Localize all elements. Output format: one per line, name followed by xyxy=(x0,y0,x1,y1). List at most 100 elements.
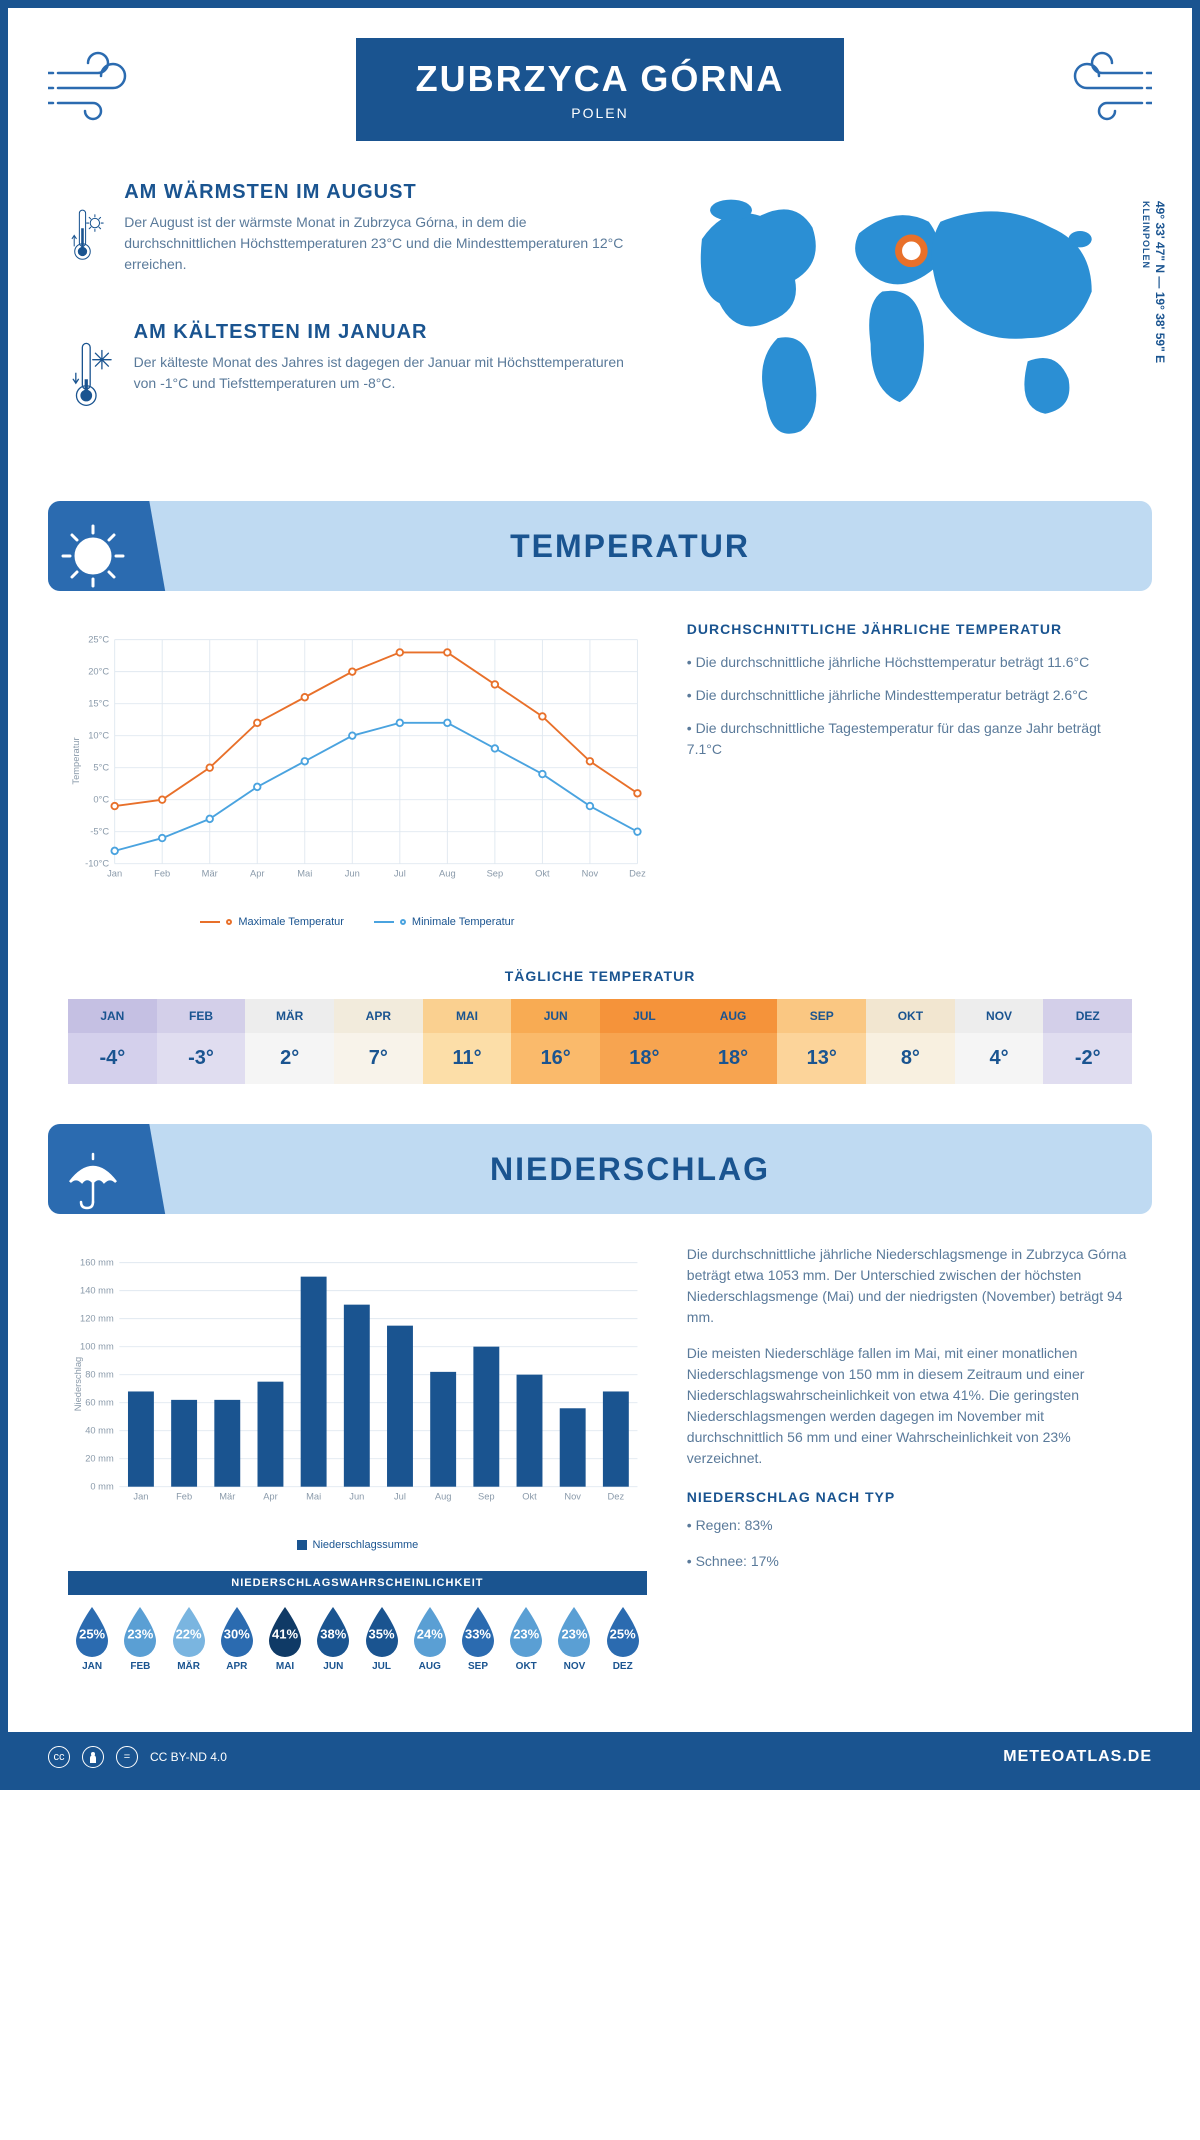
precip-snow: • Schnee: 17% xyxy=(687,1551,1132,1572)
svg-text:140 mm: 140 mm xyxy=(80,1285,114,1295)
svg-text:25°C: 25°C xyxy=(88,634,109,644)
month-cell: DEZ -2° xyxy=(1043,999,1132,1084)
drop-cell: 33% SEP xyxy=(454,1605,502,1672)
drop-cell: 23% NOV xyxy=(550,1605,598,1672)
line-chart-wrap: -10°C-5°C0°C5°C10°C15°C20°C25°CJanFebMär… xyxy=(68,621,647,928)
svg-text:20 mm: 20 mm xyxy=(85,1453,114,1463)
svg-text:Temperatur: Temperatur xyxy=(71,737,81,784)
svg-text:Jun: Jun xyxy=(349,1492,364,1502)
svg-text:Aug: Aug xyxy=(435,1492,452,1502)
location-country: POLEN xyxy=(416,105,785,121)
month-cell: JUN 16° xyxy=(511,999,600,1084)
thermometer-hot-icon xyxy=(68,181,104,291)
svg-text:Dez: Dez xyxy=(629,869,646,879)
svg-text:Feb: Feb xyxy=(154,869,170,879)
svg-text:Jan: Jan xyxy=(107,869,122,879)
temperature-content: -10°C-5°C0°C5°C10°C15°C20°C25°CJanFebMär… xyxy=(8,591,1192,958)
umbrella-icon xyxy=(48,1124,170,1214)
svg-text:20°C: 20°C xyxy=(88,666,109,676)
coldest-title: AM KÄLTESTEN IM JANUAR xyxy=(134,321,627,344)
by-icon xyxy=(82,1746,104,1768)
month-cell: OKT 8° xyxy=(866,999,955,1084)
svg-text:80 mm: 80 mm xyxy=(85,1369,114,1379)
precipitation-title: NIEDERSCHLAG xyxy=(108,1151,1152,1188)
svg-text:Sep: Sep xyxy=(478,1492,495,1502)
svg-text:Feb: Feb xyxy=(176,1492,192,1502)
precipitation-probability: NIEDERSCHLAGSWAHRSCHEINLICHKEIT 25% JAN … xyxy=(68,1571,647,1682)
drop-cell: 23% OKT xyxy=(502,1605,550,1672)
svg-text:Nov: Nov xyxy=(582,869,599,879)
drop-cell: 25% DEZ xyxy=(599,1605,647,1672)
svg-text:100 mm: 100 mm xyxy=(80,1341,114,1351)
drop-cell: 35% JUL xyxy=(357,1605,405,1672)
svg-text:Jul: Jul xyxy=(394,1492,406,1502)
bar-chart-wrap: 0 mm 20 mm 40 mm 60 mm 80 mm 100 mm 120 mm 140 … xyxy=(68,1244,647,1682)
temperature-section-header: TEMPERATUR xyxy=(48,501,1152,591)
temp-bullet: • Die durchschnittliche Tagestemperatur … xyxy=(687,718,1132,760)
precipitation-info: Die durchschnittliche jährliche Niedersc… xyxy=(687,1244,1132,1682)
page-container: ZUBRZYCA GÓRNA POLEN xyxy=(0,0,1200,1790)
warmest-title: AM WÄRMSTEN IM AUGUST xyxy=(124,181,626,204)
precip-prob-title: NIEDERSCHLAGSWAHRSCHEINLICHKEIT xyxy=(68,1571,647,1595)
svg-text:Okt: Okt xyxy=(522,1492,537,1502)
svg-text:40 mm: 40 mm xyxy=(85,1425,114,1435)
intro-section: AM WÄRMSTEN IM AUGUST Der August ist der… xyxy=(8,161,1192,501)
wind-icon xyxy=(1042,48,1152,128)
coords-region: KLEINPOLEN xyxy=(1141,201,1151,269)
daily-temp-grid: JAN -4° FEB -3° MÄR 2° APR 7° MAI 11° JU… xyxy=(68,999,1132,1084)
drop-cell: 23% FEB xyxy=(116,1605,164,1672)
coordinates: 49° 33' 47" N — 19° 38' 59" E KLEINPOLEN xyxy=(1139,201,1167,363)
intro-right: 49° 33' 47" N — 19° 38' 59" E KLEINPOLEN xyxy=(667,181,1132,461)
coldest-block: AM KÄLTESTEN IM JANUAR Der kälteste Mona… xyxy=(68,321,627,431)
line-chart-legend: Maximale Temperatur Minimale Temperatur xyxy=(68,916,647,928)
svg-text:60 mm: 60 mm xyxy=(85,1397,114,1407)
svg-text:Jan: Jan xyxy=(133,1492,148,1502)
probability-drops: 25% JAN 23% FEB 22% MÄR 30% APR xyxy=(68,1595,647,1682)
daily-temperature: TÄGLICHE TEMPERATUR JAN -4° FEB -3° MÄR … xyxy=(8,958,1192,1124)
wind-icon xyxy=(48,48,158,128)
precip-type-title: NIEDERSCHLAG NACH TYP xyxy=(687,1489,1132,1505)
month-cell: MÄR 2° xyxy=(245,999,334,1084)
drop-cell: 30% APR xyxy=(213,1605,261,1672)
svg-text:Dez: Dez xyxy=(608,1492,625,1502)
svg-text:Niederschlag: Niederschlag xyxy=(73,1357,83,1411)
location-title: ZUBRZYCA GÓRNA xyxy=(416,58,785,100)
svg-text:Mär: Mär xyxy=(219,1492,235,1502)
temp-bullet: • Die durchschnittliche jährliche Höchst… xyxy=(687,652,1132,673)
svg-text:Okt: Okt xyxy=(535,869,550,879)
svg-text:Apr: Apr xyxy=(250,869,265,879)
svg-text:Jun: Jun xyxy=(345,869,360,879)
precip-p1: Die durchschnittliche jährliche Niedersc… xyxy=(687,1244,1132,1328)
cc-icon: cc xyxy=(48,1746,70,1768)
svg-text:120 mm: 120 mm xyxy=(80,1313,114,1323)
legend-precip: Niederschlagssumme xyxy=(313,1539,419,1551)
warmest-block: AM WÄRMSTEN IM AUGUST Der August ist der… xyxy=(68,181,627,291)
world-map-icon xyxy=(667,181,1132,437)
footer-brand: METEOATLAS.DE xyxy=(1003,1748,1152,1766)
svg-text:Mai: Mai xyxy=(297,869,312,879)
drop-cell: 38% JUN xyxy=(309,1605,357,1672)
svg-text:0°C: 0°C xyxy=(93,794,109,804)
bar-chart-legend: Niederschlagssumme xyxy=(68,1539,647,1551)
precipitation-content: 0 mm 20 mm 40 mm 60 mm 80 mm 100 mm 120 mm 140 … xyxy=(8,1214,1192,1712)
drop-cell: 24% AUG xyxy=(406,1605,454,1672)
svg-text:Nov: Nov xyxy=(564,1492,581,1502)
header: ZUBRZYCA GÓRNA POLEN xyxy=(8,8,1192,161)
svg-text:15°C: 15°C xyxy=(88,698,109,708)
license-label: CC BY-ND 4.0 xyxy=(150,1750,227,1764)
month-cell: AUG 18° xyxy=(689,999,778,1084)
month-cell: NOV 4° xyxy=(955,999,1044,1084)
svg-text:Aug: Aug xyxy=(439,869,456,879)
temp-bullet: • Die durchschnittliche jährliche Mindes… xyxy=(687,685,1132,706)
svg-text:Apr: Apr xyxy=(263,1492,278,1502)
svg-text:0 mm: 0 mm xyxy=(90,1481,114,1491)
svg-text:Mai: Mai xyxy=(306,1492,321,1502)
drop-cell: 22% MÄR xyxy=(164,1605,212,1672)
precip-rain: • Regen: 83% xyxy=(687,1515,1132,1536)
svg-text:Mär: Mär xyxy=(202,869,218,879)
svg-text:10°C: 10°C xyxy=(88,730,109,740)
coords-main: 49° 33' 47" N — 19° 38' 59" E xyxy=(1153,201,1167,363)
temperature-title: TEMPERATUR xyxy=(108,528,1152,565)
footer: cc = CC BY-ND 4.0 METEOATLAS.DE xyxy=(8,1732,1192,1782)
drop-cell: 41% MAI xyxy=(261,1605,309,1672)
